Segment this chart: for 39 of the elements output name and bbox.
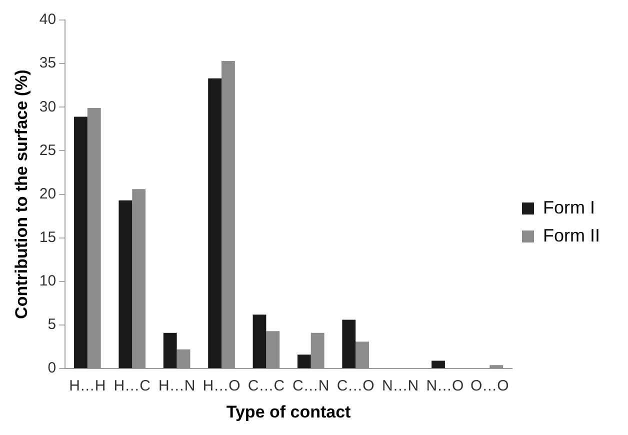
bar: [432, 360, 445, 368]
y-tick-label: 5: [48, 316, 56, 334]
bar: [252, 314, 266, 368]
x-tick-label: C…N: [292, 378, 330, 395]
y-tick-label: 20: [39, 185, 56, 202]
y-tick-label: 35: [39, 54, 56, 72]
bar: [176, 349, 190, 368]
y-tick-label: 15: [39, 229, 56, 246]
x-tick-label: H…N: [158, 378, 196, 395]
bar: [118, 200, 132, 368]
x-tick-label: C…C: [248, 378, 285, 395]
bar: [87, 108, 101, 368]
x-tick-label: H…O: [202, 378, 240, 395]
y-tick-label: 10: [39, 272, 56, 290]
bar: [490, 365, 504, 368]
x-tick-label: N…O: [426, 378, 464, 395]
y-axis-title: Contribution to the surface (%): [12, 70, 31, 319]
bar: [132, 189, 146, 368]
bar: [208, 78, 222, 368]
bar: [356, 342, 369, 368]
y-tick-label: 25: [39, 142, 56, 159]
bar: [342, 320, 356, 368]
y-tick-label: 30: [39, 98, 56, 116]
legend-label: Form II: [543, 225, 600, 246]
bar: [163, 332, 177, 368]
x-tick-label: C…O: [336, 378, 374, 395]
x-tick-label: H…C: [114, 378, 151, 395]
bar: [74, 116, 88, 368]
legend-label: Form I: [543, 197, 596, 218]
x-tick-label: H…H: [69, 378, 106, 395]
x-tick-label: O…O: [470, 378, 509, 395]
y-tick-label: 0: [48, 360, 56, 377]
bar: [297, 354, 311, 368]
x-tick-label: N…N: [382, 378, 419, 395]
bar: [310, 332, 324, 368]
bar: [266, 331, 280, 368]
y-tick-label: 40: [39, 11, 56, 28]
bar: [222, 60, 235, 368]
x-axis-title: Type of contact: [226, 402, 352, 422]
